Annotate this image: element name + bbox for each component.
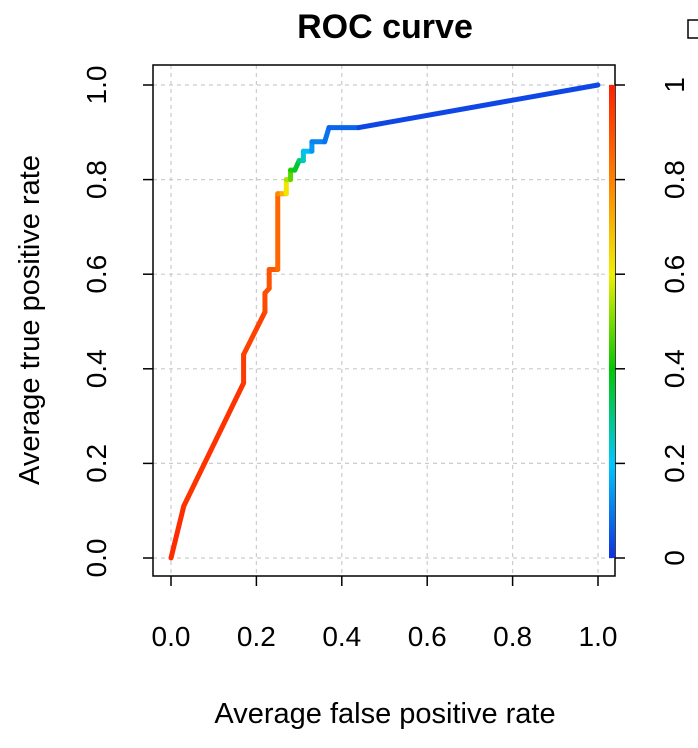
x-tick-label-4: 0.8	[493, 621, 532, 652]
colorbar-tick-label-5: 1	[659, 77, 690, 93]
x-axis-label: Average false positive rate	[214, 698, 555, 730]
x-tick-label-0: 0.0	[152, 621, 191, 652]
colorbar-tick-label-4: 0.8	[659, 160, 690, 199]
roc-segment-0	[168, 503, 187, 561]
colorbar-tick-label-2: 0.4	[659, 349, 690, 388]
x-axis-ticks: 0.0 0.2 0.4 0.6 0.8 1.0	[152, 576, 618, 652]
clipped-legend-box	[687, 19, 698, 39]
y-tick-label-1: 0.2	[81, 444, 112, 483]
y-tick-label-4: 0.8	[81, 160, 112, 199]
roc-segment-1	[181, 380, 247, 509]
x-tick-label-5: 1.0	[579, 621, 618, 652]
y-tick-label-3: 0.6	[81, 255, 112, 294]
y-axis-label: Average true positive rate	[14, 155, 46, 485]
colorbar	[609, 85, 615, 558]
roc-segment-23	[356, 82, 601, 131]
colorbar-tick-label-3: 0.6	[659, 255, 690, 294]
y-tick-label-0: 0.0	[81, 539, 112, 578]
x-tick-label-2: 0.4	[322, 621, 361, 652]
y-axis-ticks: 0.0 0.2 0.4 0.6 0.8 1.0	[81, 66, 153, 578]
colorbar-ticks: 0 0.2 0.4 0.6 0.8 1	[615, 77, 690, 566]
colorbar-tick-label-1: 0.2	[659, 444, 690, 483]
x-tick-label-3: 0.6	[408, 621, 447, 652]
roc-curve	[168, 82, 601, 561]
x-tick-label-1: 0.2	[237, 621, 276, 652]
plot-frame	[152, 64, 616, 577]
chart-title: ROC curve	[297, 8, 473, 46]
colorbar-tick-label-0: 0	[659, 550, 690, 566]
y-tick-label-2: 0.4	[81, 349, 112, 388]
roc-segment-3	[241, 309, 268, 358]
y-tick-label-5: 1.0	[81, 66, 112, 105]
grid-lines	[153, 65, 615, 576]
